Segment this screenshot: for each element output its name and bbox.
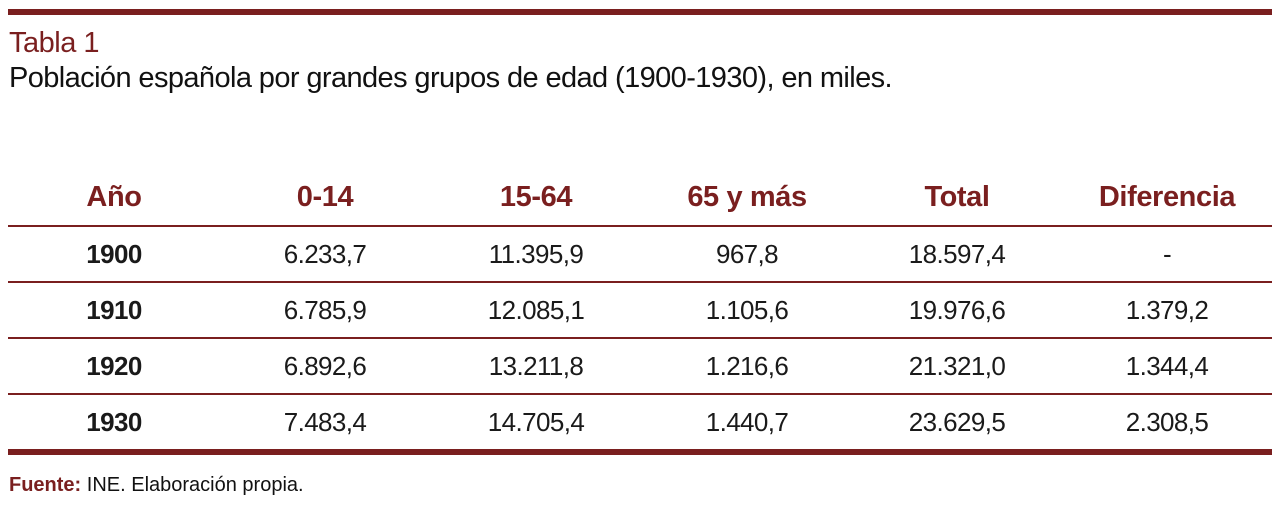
source-label: Fuente: — [9, 474, 82, 496]
cell-15-64: 13.211,8 — [430, 338, 642, 395]
cell-year: 1930 — [8, 394, 220, 455]
column-header-65-plus: 65 y más — [642, 169, 852, 227]
cell-difference: 1.379,2 — [1062, 282, 1272, 339]
cell-65-plus: 1.216,6 — [642, 338, 852, 395]
cell-year: 1900 — [8, 226, 220, 283]
cell-difference: 2.308,5 — [1062, 394, 1272, 455]
cell-15-64: 12.085,1 — [430, 282, 642, 339]
cell-total: 21.321,0 — [852, 338, 1062, 395]
table-header-row: Año 0-14 15-64 65 y más Total Diferencia — [8, 169, 1272, 227]
column-header-year: Año — [8, 169, 220, 227]
table-row: 1930 7.483,4 14.705,4 1.440,7 23.629,5 2… — [8, 394, 1272, 455]
table-caption: Población española por grandes grupos de… — [9, 62, 893, 94]
cell-0-14: 6.785,9 — [220, 282, 430, 339]
top-rule — [8, 9, 1272, 15]
column-header-difference: Diferencia — [1062, 169, 1272, 227]
table-row: 1920 6.892,6 13.211,8 1.216,6 21.321,0 1… — [8, 338, 1272, 395]
table-label: Tabla 1 — [9, 27, 100, 59]
cell-0-14: 6.233,7 — [220, 226, 430, 283]
cell-total: 18.597,4 — [852, 226, 1062, 283]
cell-difference: 1.344,4 — [1062, 338, 1272, 395]
column-header-15-64: 15-64 — [430, 169, 642, 227]
cell-65-plus: 967,8 — [642, 226, 852, 283]
cell-year: 1910 — [8, 282, 220, 339]
cell-65-plus: 1.105,6 — [642, 282, 852, 339]
cell-0-14: 6.892,6 — [220, 338, 430, 395]
population-table: Año 0-14 15-64 65 y más Total Diferencia… — [8, 169, 1272, 455]
column-header-0-14: 0-14 — [220, 169, 430, 227]
table-row: 1910 6.785,9 12.085,1 1.105,6 19.976,6 1… — [8, 282, 1272, 339]
column-header-total: Total — [852, 169, 1062, 227]
source-text: INE. Elaboración propia. — [81, 474, 304, 496]
cell-difference: - — [1062, 226, 1272, 283]
cell-year: 1920 — [8, 338, 220, 395]
cell-65-plus: 1.440,7 — [642, 394, 852, 455]
table-row: 1900 6.233,7 11.395,9 967,8 18.597,4 - — [8, 226, 1272, 283]
cell-total: 19.976,6 — [852, 282, 1062, 339]
cell-15-64: 11.395,9 — [430, 226, 642, 283]
cell-15-64: 14.705,4 — [430, 394, 642, 455]
source-note: Fuente: INE. Elaboración propia. — [9, 472, 304, 498]
cell-0-14: 7.483,4 — [220, 394, 430, 455]
cell-total: 23.629,5 — [852, 394, 1062, 455]
